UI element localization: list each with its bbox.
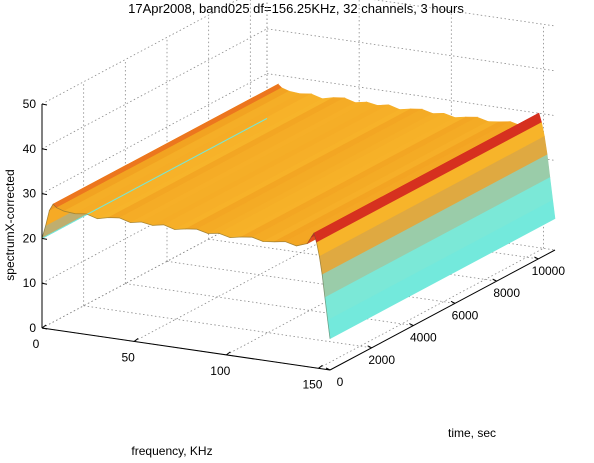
grid-line: [125, 283, 414, 326]
z-tick: [41, 193, 48, 196]
z-tick: [41, 237, 48, 240]
x-tick-label: 150: [302, 377, 322, 391]
y-tick-label: 2000: [368, 353, 395, 367]
z-axis-label: spectrumX-corrected: [3, 169, 17, 280]
grid-line: [41, 0, 238, 105]
y-tick: [409, 323, 414, 327]
x-tick-label: 0: [33, 337, 40, 351]
grid-line: [41, 73, 268, 194]
surface-front-edge: [41, 203, 331, 339]
chart-title: 17Apr2008, band025 df=156.25KHz, 32 chan…: [128, 1, 464, 16]
z-tick: [41, 148, 48, 151]
z-tick-label: 20: [23, 231, 37, 245]
z-tick-label: 30: [23, 187, 37, 201]
y-tick: [325, 367, 331, 371]
y-tick: [492, 278, 497, 282]
axes: 0 10 20 30 40 50 0 50 100 150 0 2000 4000 6000 8000 100…: [23, 97, 566, 391]
grid-line: [318, 247, 544, 369]
surface: [41, 83, 556, 340]
y-tick: [367, 345, 372, 349]
y-tick-label: 0: [337, 375, 344, 389]
x-tick-label: 100: [210, 364, 230, 378]
grid-line: [166, 260, 456, 304]
x-tick: [41, 324, 47, 329]
grid-line: [83, 305, 372, 349]
x-axis-label: frequency, KHz: [131, 444, 212, 458]
z-tick-label: 10: [23, 276, 37, 290]
z-tick-label: 50: [23, 97, 37, 111]
y-tick: [450, 300, 456, 304]
y-tick: [534, 256, 539, 260]
x-tick: [318, 364, 323, 369]
z-tick-label: 40: [23, 142, 37, 156]
y-axis-line: [329, 249, 556, 371]
z-tick-label: 0: [29, 321, 36, 335]
y-axis-label: time, sec: [448, 426, 496, 440]
y-tick-label: 8000: [493, 286, 520, 300]
grid-line: [41, 28, 268, 150]
z-tick: [41, 327, 48, 330]
y-tick-label: 10000: [532, 264, 566, 278]
x-tick: [133, 338, 139, 342]
surface-edge: [41, 117, 268, 239]
grid-line: [266, 73, 556, 116]
x-tick-label: 50: [121, 350, 135, 364]
x-axis-line: [41, 327, 331, 371]
grid-line: [208, 238, 497, 282]
y-tick-label: 6000: [452, 308, 479, 322]
z-tick: [41, 103, 48, 106]
y-tick-label: 4000: [410, 331, 437, 345]
z-tick: [41, 282, 48, 285]
x-tick: [226, 351, 231, 356]
grid-line: [266, 28, 556, 72]
